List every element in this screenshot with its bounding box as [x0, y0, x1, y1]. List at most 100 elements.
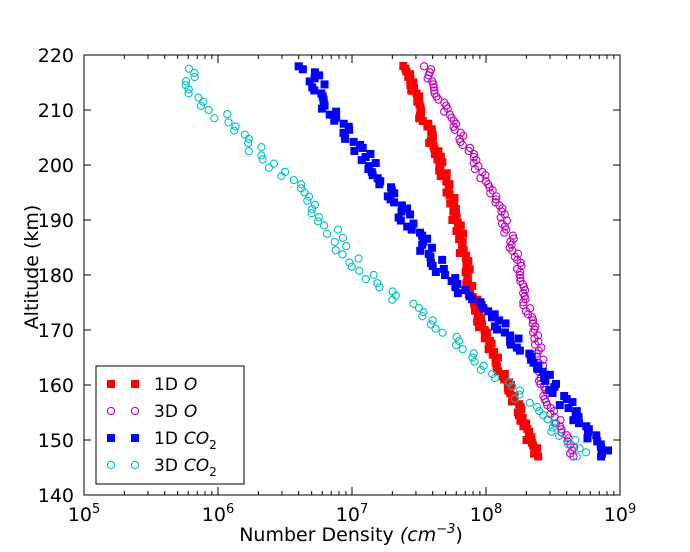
data-point: [490, 322, 499, 331]
data-point: [555, 431, 564, 441]
data-point: [332, 113, 341, 122]
legend-marker: [107, 380, 115, 388]
data-point: [319, 221, 329, 230]
x-tick-label-base: 10: [470, 504, 494, 526]
legend-marker: [130, 406, 140, 416]
data-point: [470, 357, 479, 366]
series-3d-co2: [181, 64, 591, 461]
y-tick-label: 210: [38, 100, 74, 122]
data-point: [331, 246, 340, 255]
data-point: [297, 180, 306, 189]
legend-marker: [131, 380, 139, 388]
data-point: [373, 279, 382, 288]
data-point: [508, 231, 518, 240]
data-point: [416, 228, 425, 237]
data-point: [493, 353, 502, 362]
data-point: [407, 225, 416, 234]
data-point: [184, 64, 194, 73]
data-point: [373, 174, 382, 183]
data-point: [190, 72, 199, 82]
data-point: [317, 89, 326, 98]
data-point: [406, 210, 415, 219]
data-point: [501, 319, 510, 328]
legend-label: 3D CO2: [154, 456, 217, 479]
legend-marker: [131, 434, 139, 442]
legend-label: 3D O: [154, 402, 197, 422]
data-point: [231, 122, 240, 131]
data-point: [196, 101, 206, 111]
data-point: [510, 394, 519, 403]
x-tick-label-exponent: 9: [628, 502, 636, 517]
data-point: [516, 276, 525, 286]
x-tick-label-base: 10: [202, 504, 226, 526]
data-point: [468, 353, 477, 362]
y-tick-label: 220: [38, 45, 74, 67]
data-point: [305, 192, 314, 201]
x-tick-label: 107: [336, 502, 368, 526]
data-point: [257, 151, 266, 160]
data-point: [479, 361, 488, 370]
data-point: [560, 392, 569, 400]
data-point: [572, 407, 581, 416]
x-axis-label: Number Density (cm−3): [239, 522, 463, 546]
data-point: [184, 89, 193, 98]
data-point: [535, 406, 544, 416]
data-point: [461, 286, 470, 295]
data-point: [414, 303, 424, 313]
data-point: [526, 304, 535, 313]
data-point: [361, 274, 370, 284]
data-point: [438, 328, 447, 337]
data-point: [223, 109, 232, 119]
data-point: [581, 448, 591, 457]
data-point: [307, 204, 317, 214]
data-point: [453, 289, 462, 298]
data-point: [366, 150, 375, 158]
x-axis-label-unit: (cm: [400, 524, 436, 546]
y-tick-label: 200: [38, 155, 74, 177]
data-point: [224, 118, 233, 127]
data-point: [543, 415, 552, 424]
data-point: [569, 416, 578, 425]
data-point: [548, 423, 557, 432]
data-point: [430, 89, 439, 98]
data-point: [289, 175, 299, 185]
data-point: [527, 438, 536, 447]
data-point: [525, 398, 534, 408]
data-point: [450, 194, 459, 202]
data-point: [296, 184, 306, 193]
y-tick-label: 150: [38, 430, 74, 452]
data-point: [364, 162, 373, 171]
data-point: [369, 270, 378, 280]
data-point: [583, 434, 592, 443]
data-point: [332, 107, 341, 116]
data-point: [506, 337, 515, 346]
data-point: [429, 83, 438, 92]
data-point: [344, 122, 353, 131]
x-tick-label: 108: [470, 502, 502, 526]
data-point: [465, 292, 474, 301]
data-point: [534, 361, 543, 370]
data-point: [264, 163, 274, 172]
data-point: [495, 316, 504, 325]
data-point: [426, 258, 435, 267]
x-tick-label-exponent: 5: [92, 502, 100, 517]
data-point: [454, 336, 464, 346]
data-point: [244, 147, 253, 156]
data-point: [523, 425, 532, 433]
legend-label-prefix: 1D: [154, 375, 178, 395]
data-point: [347, 262, 356, 271]
data-point: [310, 74, 319, 83]
legend-label-prefix: 1D: [154, 429, 178, 449]
data-point: [375, 283, 384, 292]
legend-item: 1D O: [107, 375, 197, 395]
data-point: [505, 378, 514, 387]
data-point: [528, 319, 537, 328]
data-point: [459, 229, 468, 238]
data-point: [571, 435, 580, 445]
data-point: [533, 402, 542, 412]
data-point: [416, 246, 425, 255]
data-point: [522, 436, 531, 444]
data-point: [515, 400, 524, 409]
data-point: [320, 80, 329, 89]
